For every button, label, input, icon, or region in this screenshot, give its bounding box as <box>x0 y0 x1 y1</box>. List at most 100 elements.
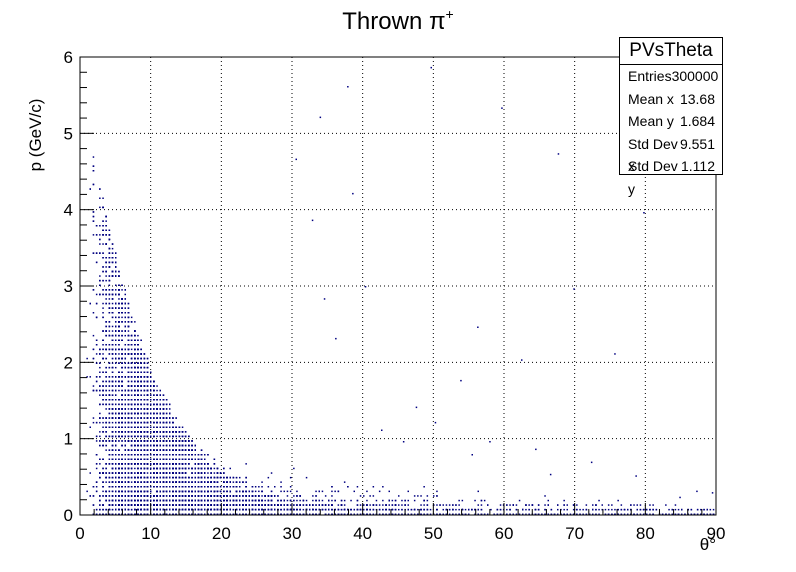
data-point <box>105 449 107 451</box>
data-point <box>124 334 126 337</box>
data-point <box>372 513 375 515</box>
data-point <box>102 197 104 199</box>
data-point <box>146 472 149 474</box>
data-points <box>86 66 715 515</box>
data-point <box>130 348 133 351</box>
data-point <box>254 490 257 493</box>
data-point <box>359 504 362 506</box>
data-point <box>89 472 91 474</box>
data-point <box>99 394 101 396</box>
data-point <box>99 431 101 433</box>
data-point <box>99 243 101 245</box>
data-point <box>95 467 98 470</box>
chart-title-base: Thrown π <box>342 8 445 35</box>
data-point <box>102 426 104 428</box>
data-point <box>417 508 419 511</box>
data-point <box>134 472 136 474</box>
data-point <box>99 197 101 199</box>
data-point <box>181 426 184 428</box>
data-point <box>140 421 142 424</box>
data-point <box>86 357 88 360</box>
data-point <box>448 513 451 515</box>
data-point <box>108 389 111 392</box>
data-point <box>156 389 158 392</box>
data-point <box>124 316 126 319</box>
data-point <box>92 312 95 314</box>
data-point <box>458 504 460 506</box>
data-point <box>343 499 346 502</box>
data-point <box>105 220 107 222</box>
data-point <box>102 243 104 245</box>
data-point <box>89 376 91 378</box>
data-point <box>134 467 136 470</box>
data-point <box>165 495 168 497</box>
data-point <box>95 353 98 355</box>
data-point <box>401 504 403 506</box>
data-point <box>115 380 117 383</box>
data-point <box>111 362 114 364</box>
data-point <box>105 229 107 231</box>
data-point <box>99 435 101 438</box>
data-point <box>232 481 235 483</box>
data-point <box>134 321 136 323</box>
data-point <box>99 412 101 415</box>
data-point <box>130 481 133 483</box>
data-point <box>194 486 196 488</box>
data-point <box>102 490 104 493</box>
data-point <box>382 504 384 506</box>
data-point <box>108 298 111 300</box>
data-point <box>153 426 155 428</box>
data-point <box>86 376 88 378</box>
data-point <box>102 344 104 346</box>
data-point <box>115 426 117 428</box>
chart-title-superscript: + <box>446 6 454 22</box>
data-point <box>181 458 184 460</box>
data-point <box>130 394 133 396</box>
data-point <box>99 463 101 465</box>
data-point <box>118 307 120 309</box>
data-point <box>89 426 91 428</box>
data-point <box>124 307 126 309</box>
data-point <box>429 513 432 515</box>
data-point <box>111 421 114 424</box>
data-point <box>197 454 200 456</box>
data-point <box>213 472 216 474</box>
data-point <box>108 490 111 493</box>
data-point <box>105 366 107 369</box>
data-point <box>124 293 126 296</box>
data-point <box>99 225 101 227</box>
data-point <box>356 513 359 515</box>
data-point <box>121 289 123 291</box>
data-point <box>620 504 623 506</box>
data-point <box>105 481 107 483</box>
data-point <box>156 385 158 387</box>
data-point <box>105 279 107 282</box>
data-point <box>102 293 104 296</box>
data-point <box>127 366 130 369</box>
data-point <box>207 472 209 474</box>
data-point <box>115 366 117 369</box>
data-point <box>105 298 107 300</box>
data-point <box>111 302 114 305</box>
data-point <box>178 486 181 488</box>
data-point <box>111 247 114 250</box>
data-point <box>86 490 88 493</box>
data-point <box>213 467 216 470</box>
data-point <box>95 440 98 442</box>
data-point <box>92 156 95 158</box>
data-point <box>115 504 117 506</box>
data-point <box>92 385 95 387</box>
data-point <box>115 289 117 291</box>
data-point <box>92 417 95 419</box>
chart-title: Thrown π+ <box>342 6 453 35</box>
data-point <box>105 266 107 268</box>
data-point <box>95 486 98 488</box>
data-point <box>95 293 98 296</box>
data-point <box>261 495 263 497</box>
grid-lines <box>80 57 716 515</box>
data-point <box>156 435 158 438</box>
data-point <box>518 513 521 515</box>
data-point <box>140 389 142 392</box>
data-point <box>111 371 114 373</box>
data-point <box>102 307 104 309</box>
